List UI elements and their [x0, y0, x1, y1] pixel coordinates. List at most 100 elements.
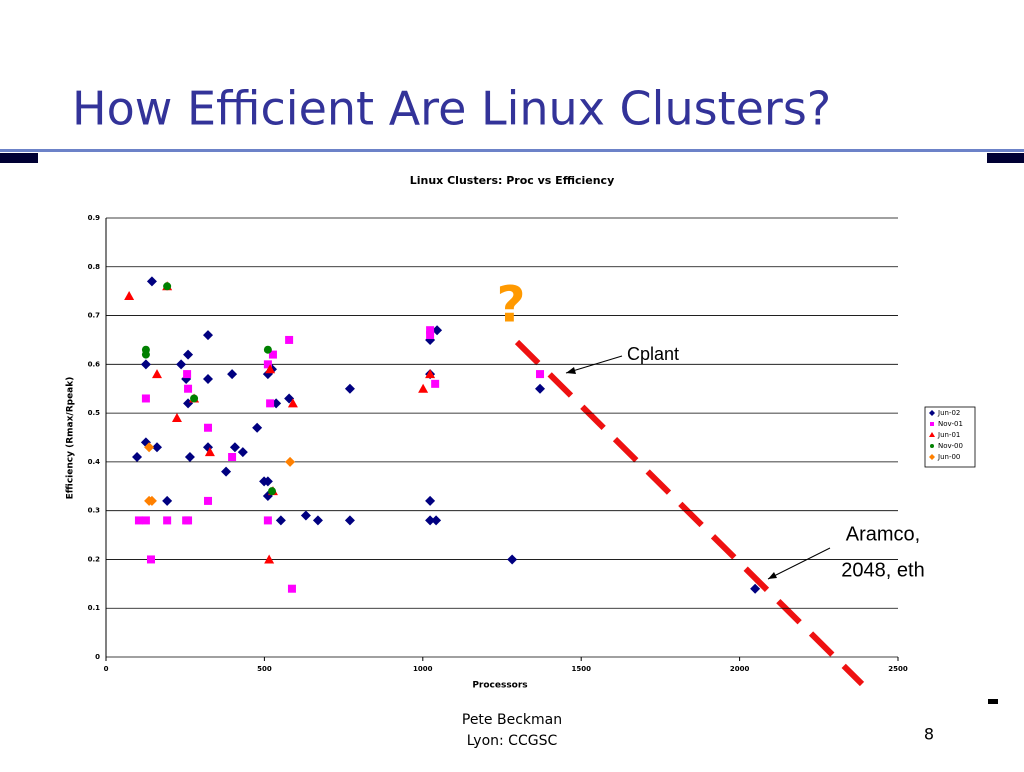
y-tick-label: 0.7 — [88, 312, 101, 320]
point — [184, 516, 193, 525]
y-tick-label: 0.1 — [88, 604, 101, 612]
chart-title: Linux Clusters: Proc vs Efficiency — [410, 174, 615, 187]
point — [426, 331, 435, 340]
point — [229, 442, 240, 453]
arrow-head — [566, 367, 576, 374]
legend-label: Nov-00 — [938, 442, 963, 450]
point — [263, 516, 272, 525]
annotation: ? — [496, 276, 525, 334]
y-tick-label: 0.9 — [88, 214, 101, 222]
point — [344, 515, 355, 526]
point — [287, 398, 298, 408]
point — [237, 447, 248, 458]
x-tick-label: 2000 — [730, 665, 750, 673]
legend-label: Jun-01 — [937, 431, 960, 439]
slide-title: How Efficient Are Linux Clusters? — [72, 82, 831, 136]
point — [268, 350, 277, 359]
arrow-head — [768, 572, 777, 579]
point — [930, 422, 934, 426]
point — [263, 360, 272, 369]
x-tick-label: 1500 — [571, 665, 591, 673]
point — [163, 282, 172, 291]
rule-end-right — [987, 153, 1024, 163]
y-axis-label: Efficiency (Rmax/Rpeak) — [66, 377, 76, 500]
point — [425, 495, 436, 506]
point — [203, 330, 214, 341]
y-tick-label: 0.5 — [88, 409, 101, 417]
x-tick-label: 0 — [104, 665, 109, 673]
point — [203, 373, 214, 384]
point — [285, 335, 294, 344]
point — [152, 442, 163, 453]
point — [536, 370, 545, 379]
point — [221, 466, 232, 477]
y-tick-label: 0.2 — [88, 555, 101, 563]
annotation: Aramco, — [846, 523, 920, 545]
point — [163, 516, 172, 525]
point — [266, 399, 275, 408]
point — [141, 394, 150, 403]
point — [146, 555, 155, 564]
x-axis-label: Processors — [472, 681, 527, 691]
page-number: 8 — [924, 725, 934, 744]
footer-line: Lyon: CCGSC — [467, 733, 558, 749]
legend-label: Jun-00 — [937, 453, 960, 461]
y-tick-label: 0.8 — [88, 263, 101, 271]
point — [264, 554, 275, 564]
y-tick-label: 0.4 — [88, 458, 101, 466]
point — [285, 456, 296, 467]
point — [162, 495, 173, 506]
point — [252, 422, 263, 433]
point — [263, 345, 272, 354]
point — [535, 383, 546, 394]
annotation: 2048, eth — [841, 559, 924, 581]
x-tick-label: 1000 — [413, 665, 433, 673]
x-tick-label: 500 — [257, 665, 272, 673]
legend-label: Jun-02 — [937, 409, 960, 417]
legend-label: Nov-01 — [938, 420, 963, 428]
point — [228, 453, 237, 462]
point — [425, 369, 436, 379]
point — [929, 454, 935, 460]
point — [146, 495, 157, 506]
point — [418, 383, 429, 393]
point — [929, 410, 935, 416]
point — [132, 452, 143, 463]
point — [227, 369, 238, 380]
footer-line: Pete Beckman — [462, 712, 562, 728]
arrow-aramco — [767, 547, 831, 580]
point — [268, 487, 277, 496]
point — [184, 384, 193, 393]
point — [425, 515, 436, 526]
point — [146, 276, 157, 287]
point — [431, 379, 440, 388]
trend-dash — [514, 339, 865, 687]
rule-end-left — [0, 153, 38, 163]
point — [190, 394, 199, 403]
point — [750, 583, 761, 594]
point — [141, 516, 150, 525]
point — [124, 291, 135, 301]
point — [265, 364, 276, 374]
point — [144, 442, 155, 453]
point — [344, 383, 355, 394]
point — [930, 444, 934, 448]
y-tick-label: 0 — [95, 653, 100, 661]
y-tick-label: 0.6 — [88, 360, 101, 368]
title-rule — [0, 149, 1024, 152]
point — [141, 350, 150, 359]
point — [176, 359, 187, 370]
point — [184, 452, 195, 463]
point — [431, 515, 442, 526]
point — [140, 359, 151, 370]
point — [134, 516, 143, 525]
point — [171, 412, 182, 422]
y-tick-label: 0.3 — [88, 507, 101, 515]
point — [507, 554, 518, 565]
point — [432, 325, 443, 336]
point — [183, 370, 192, 379]
point — [204, 423, 213, 432]
point — [287, 584, 296, 593]
